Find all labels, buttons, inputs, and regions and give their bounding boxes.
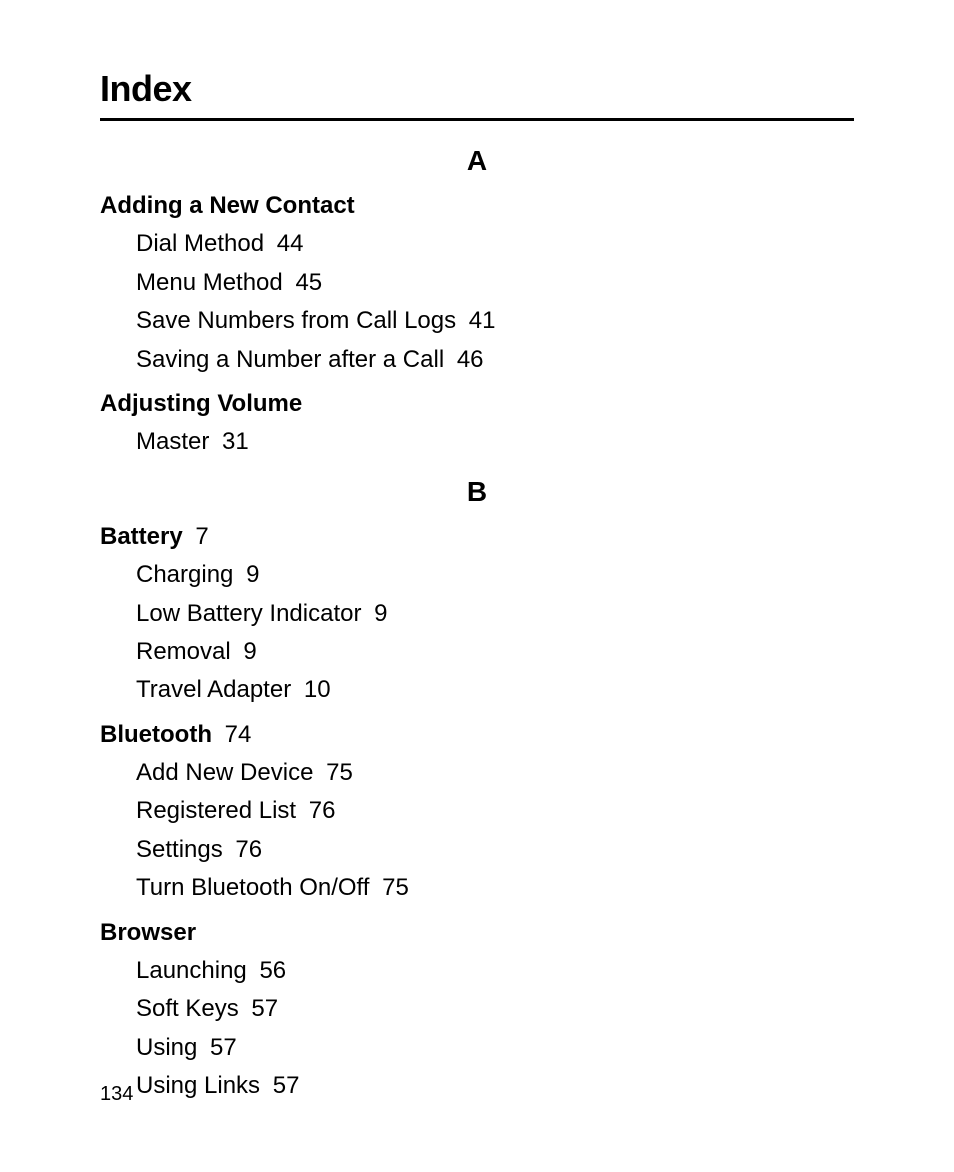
subentry-page: 9 bbox=[243, 638, 256, 665]
subentry-label: Low Battery Indicator bbox=[136, 600, 361, 627]
subentry-label: Dial Method bbox=[136, 230, 264, 257]
index-subentry: Master 31 bbox=[136, 423, 854, 461]
subentry-page: 75 bbox=[382, 874, 409, 901]
subentry-page: 10 bbox=[304, 676, 331, 703]
subentry-page: 57 bbox=[210, 1034, 237, 1061]
entry-label: Adding a New Contact bbox=[100, 192, 355, 219]
index-subentry: Saving a Number after a Call 46 bbox=[136, 341, 854, 379]
subentry-page: 31 bbox=[222, 428, 249, 455]
index-subentry: Settings 76 bbox=[136, 831, 854, 869]
entry-label: Adjusting Volume bbox=[100, 390, 302, 417]
subentry-page: 46 bbox=[457, 346, 484, 373]
index-entry: Bluetooth 74 bbox=[100, 716, 854, 754]
index-subentry: Registered List 76 bbox=[136, 792, 854, 830]
subentry-page: 41 bbox=[469, 307, 496, 334]
subentry-label: Soft Keys bbox=[136, 995, 239, 1022]
index-subentry: Turn Bluetooth On/Off 75 bbox=[136, 869, 854, 907]
subentry-page: 44 bbox=[277, 230, 304, 257]
subentry-label: Charging bbox=[136, 561, 233, 588]
subentry-page: 9 bbox=[374, 600, 387, 627]
index-entry: Battery 7 bbox=[100, 518, 854, 556]
subentry-label: Launching bbox=[136, 957, 247, 984]
index-subentry: Using Links 57 bbox=[136, 1067, 854, 1105]
subentry-page: 76 bbox=[235, 836, 262, 863]
subentry-label: Add New Device bbox=[136, 759, 313, 786]
subentry-page: 57 bbox=[273, 1072, 300, 1099]
section-letter: B bbox=[100, 476, 854, 508]
subentry-page: 76 bbox=[309, 797, 336, 824]
entry-label: Battery bbox=[100, 523, 183, 550]
entry-page: 74 bbox=[225, 721, 252, 748]
subentry-label: Save Numbers from Call Logs bbox=[136, 307, 456, 334]
index-entry: Browser bbox=[100, 914, 854, 952]
subentry-label: Using Links bbox=[136, 1072, 260, 1099]
index-title: Index bbox=[100, 68, 854, 121]
index-subentry: Add New Device 75 bbox=[136, 754, 854, 792]
index-subentry: Travel Adapter 10 bbox=[136, 671, 854, 709]
index-subentry: Launching 56 bbox=[136, 952, 854, 990]
index-subentry: Low Battery Indicator 9 bbox=[136, 595, 854, 633]
subentry-page: 75 bbox=[326, 759, 353, 786]
subentry-label: Menu Method bbox=[136, 269, 283, 296]
subentry-page: 56 bbox=[259, 957, 286, 984]
entry-label: Browser bbox=[100, 919, 196, 946]
subentry-label: Master bbox=[136, 428, 209, 455]
index-subentry: Removal 9 bbox=[136, 633, 854, 671]
subentry-label: Settings bbox=[136, 836, 223, 863]
index-subentry: Soft Keys 57 bbox=[136, 990, 854, 1028]
entry-label: Bluetooth bbox=[100, 721, 212, 748]
subentry-page: 57 bbox=[251, 995, 278, 1022]
index-entry: Adjusting Volume bbox=[100, 385, 854, 423]
index-subentry: Dial Method 44 bbox=[136, 225, 854, 263]
index-entry: Adding a New Contact bbox=[100, 187, 854, 225]
index-subentry: Charging 9 bbox=[136, 556, 854, 594]
page-number: 134 bbox=[100, 1083, 133, 1106]
subentry-page: 9 bbox=[246, 561, 259, 588]
index-subentry: Using 57 bbox=[136, 1029, 854, 1067]
entry-page: 7 bbox=[195, 523, 208, 550]
subentry-page: 45 bbox=[295, 269, 322, 296]
index-subentry: Menu Method 45 bbox=[136, 264, 854, 302]
index-subentry: Save Numbers from Call Logs 41 bbox=[136, 302, 854, 340]
subentry-label: Turn Bluetooth On/Off bbox=[136, 874, 369, 901]
subentry-label: Removal bbox=[136, 638, 231, 665]
subentry-label: Registered List bbox=[136, 797, 296, 824]
subentry-label: Saving a Number after a Call bbox=[136, 346, 444, 373]
subentry-label: Travel Adapter bbox=[136, 676, 291, 703]
subentry-label: Using bbox=[136, 1034, 197, 1061]
section-letter: A bbox=[100, 145, 854, 177]
